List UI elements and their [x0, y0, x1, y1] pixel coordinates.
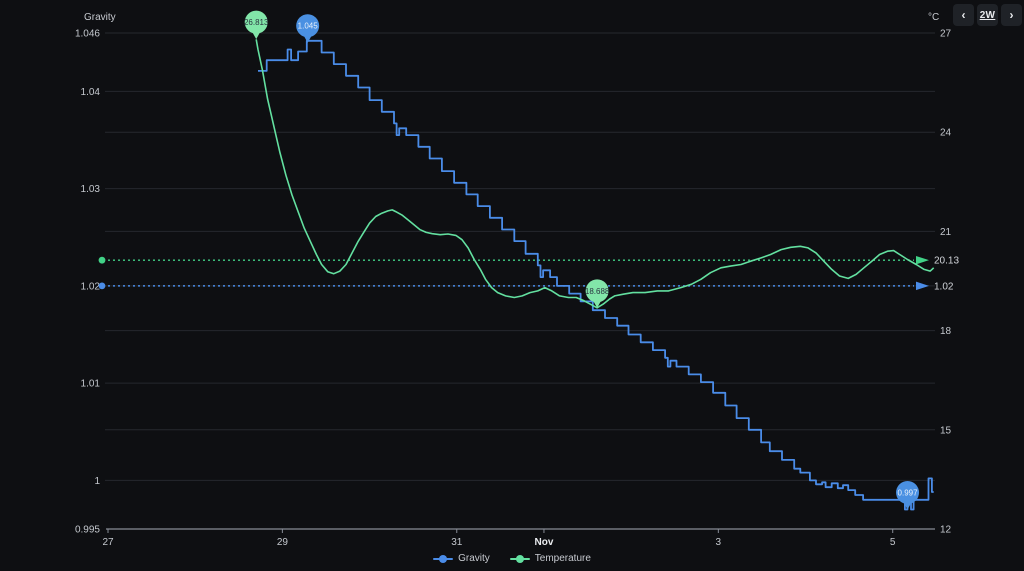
legend-item-gravity[interactable]: Gravity — [433, 553, 490, 564]
x-axis-tick-label: 3 — [716, 537, 722, 548]
marker-value-label: 0.997 — [898, 489, 919, 498]
gravity-axis-tick-label: 1.01 — [81, 379, 101, 390]
temperature-axis-tick-label: 24 — [940, 128, 952, 139]
marker-balloon-icon — [244, 10, 268, 34]
x-axis-tick-label: 5 — [890, 537, 896, 548]
next-range-button[interactable]: › — [1001, 4, 1022, 26]
time-range-controls: ‹ 2W › — [953, 4, 1022, 26]
marker-value-label: 1.045 — [298, 22, 319, 31]
gravity-axis-tick-label: 0.995 — [75, 525, 100, 536]
gravity-legend-swatch-icon — [433, 554, 454, 563]
x-axis-tick-label: Nov — [534, 537, 553, 548]
reference-value-label: 20.13 — [934, 256, 959, 267]
marker-balloon-icon — [585, 279, 609, 303]
reference-value-label: 1.02 — [934, 281, 954, 292]
legend-item-temperature[interactable]: Temperature — [509, 553, 591, 564]
temperature-axis-tick-label: 18 — [940, 326, 952, 337]
gravity-axis-tick-label: 1 — [94, 476, 100, 487]
legend: Gravity Temperature — [0, 553, 1024, 564]
gravity-axis-title: Gravity — [84, 12, 116, 23]
gravity-axis-tick-label: 1.04 — [81, 87, 101, 98]
gravity-axis-tick-label: 1.046 — [75, 29, 100, 40]
temperature-axis-tick-label: 21 — [940, 227, 952, 238]
x-axis-tick-label: 29 — [277, 537, 289, 548]
reference-line-arrow-icon — [916, 281, 929, 291]
range-2w-button[interactable]: 2W — [977, 4, 998, 26]
temperature-axis-tick-label: 12 — [940, 525, 952, 536]
legend-label-temperature: Temperature — [534, 553, 591, 564]
marker-balloon-icon — [896, 481, 920, 505]
temperature-series-line — [255, 39, 935, 309]
x-axis-tick-label: 27 — [102, 537, 114, 548]
gravity-series-line — [258, 39, 934, 511]
gravity-axis-tick-label: 1.02 — [81, 281, 101, 292]
reference-line-dot-icon — [98, 256, 106, 264]
temperature-axis-tick-label: 15 — [940, 425, 952, 436]
marker-value-label: 18.688 — [585, 287, 610, 296]
prev-range-button[interactable]: ‹ — [953, 4, 974, 26]
x-axis-tick-label: 31 — [451, 537, 463, 548]
reference-line-dot-icon — [98, 282, 106, 290]
temperature-axis-title: °C — [928, 12, 940, 23]
marker-balloon-icon — [296, 14, 320, 38]
temperature-axis-tick-label: 27 — [940, 29, 952, 40]
marker-value-label: 26.813 — [244, 18, 269, 27]
gravity-axis-tick-label: 1.03 — [81, 184, 101, 195]
reference-line-arrow-icon — [916, 255, 929, 265]
legend-label-gravity: Gravity — [458, 553, 490, 564]
temperature-legend-swatch-icon — [509, 554, 530, 563]
